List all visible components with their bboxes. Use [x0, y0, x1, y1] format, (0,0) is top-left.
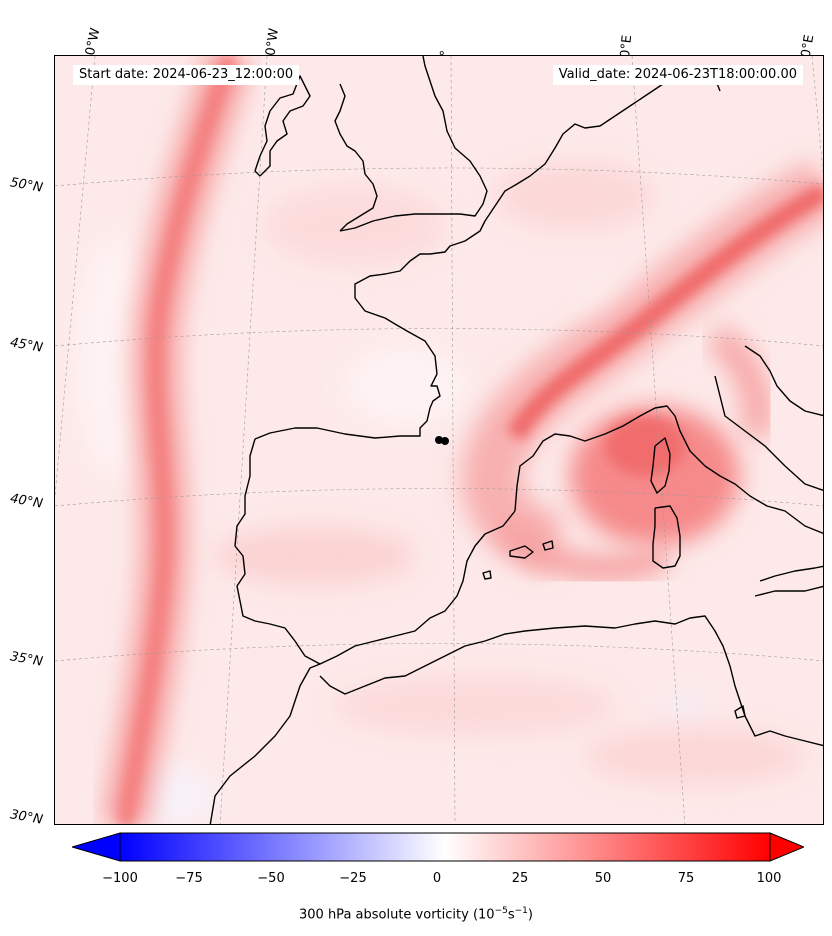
- eastern-vorticity-streak: [461, 159, 823, 582]
- lat-label-45n: 45°N: [8, 335, 44, 356]
- lat-label-30n: 30°N: [8, 807, 44, 828]
- start-date-label: Start date: 2024-06-23_12:00:00: [73, 65, 300, 85]
- colorbar-gradient: [119, 832, 771, 862]
- colorbar-tick: −25: [339, 871, 367, 886]
- valid-date-label: Valid_date: 2024-06-23T18:00:00.00: [552, 65, 803, 85]
- coastlines: [209, 56, 823, 824]
- lat-label-35n: 35°N: [8, 649, 44, 670]
- vorticity-map: [55, 56, 823, 824]
- colorbar-tick: −100: [102, 871, 138, 886]
- colorbar-tick: 25: [511, 871, 529, 886]
- map-panel[interactable]: [54, 55, 824, 825]
- colorbar: [72, 832, 804, 862]
- western-vorticity-band: [102, 56, 252, 824]
- colorbar-tick: 75: [677, 871, 695, 886]
- location-marker: [435, 436, 449, 445]
- colorbar-min-arrow: [72, 832, 121, 862]
- graticule: [55, 56, 823, 824]
- colorbar-label: 300 hPa absolute vorticity (10−5s−1): [299, 906, 533, 923]
- colorbar-max-arrow: [769, 832, 804, 862]
- colorbar-tick: −50: [257, 871, 285, 886]
- lat-label-50n: 50°N: [8, 175, 44, 196]
- colorbar-tick: 50: [594, 871, 612, 886]
- colorbar-tick: 0: [432, 871, 442, 886]
- colorbar-tick: 100: [756, 871, 782, 886]
- colorbar-tick: −75: [175, 871, 203, 886]
- lat-label-40n: 40°N: [8, 491, 44, 512]
